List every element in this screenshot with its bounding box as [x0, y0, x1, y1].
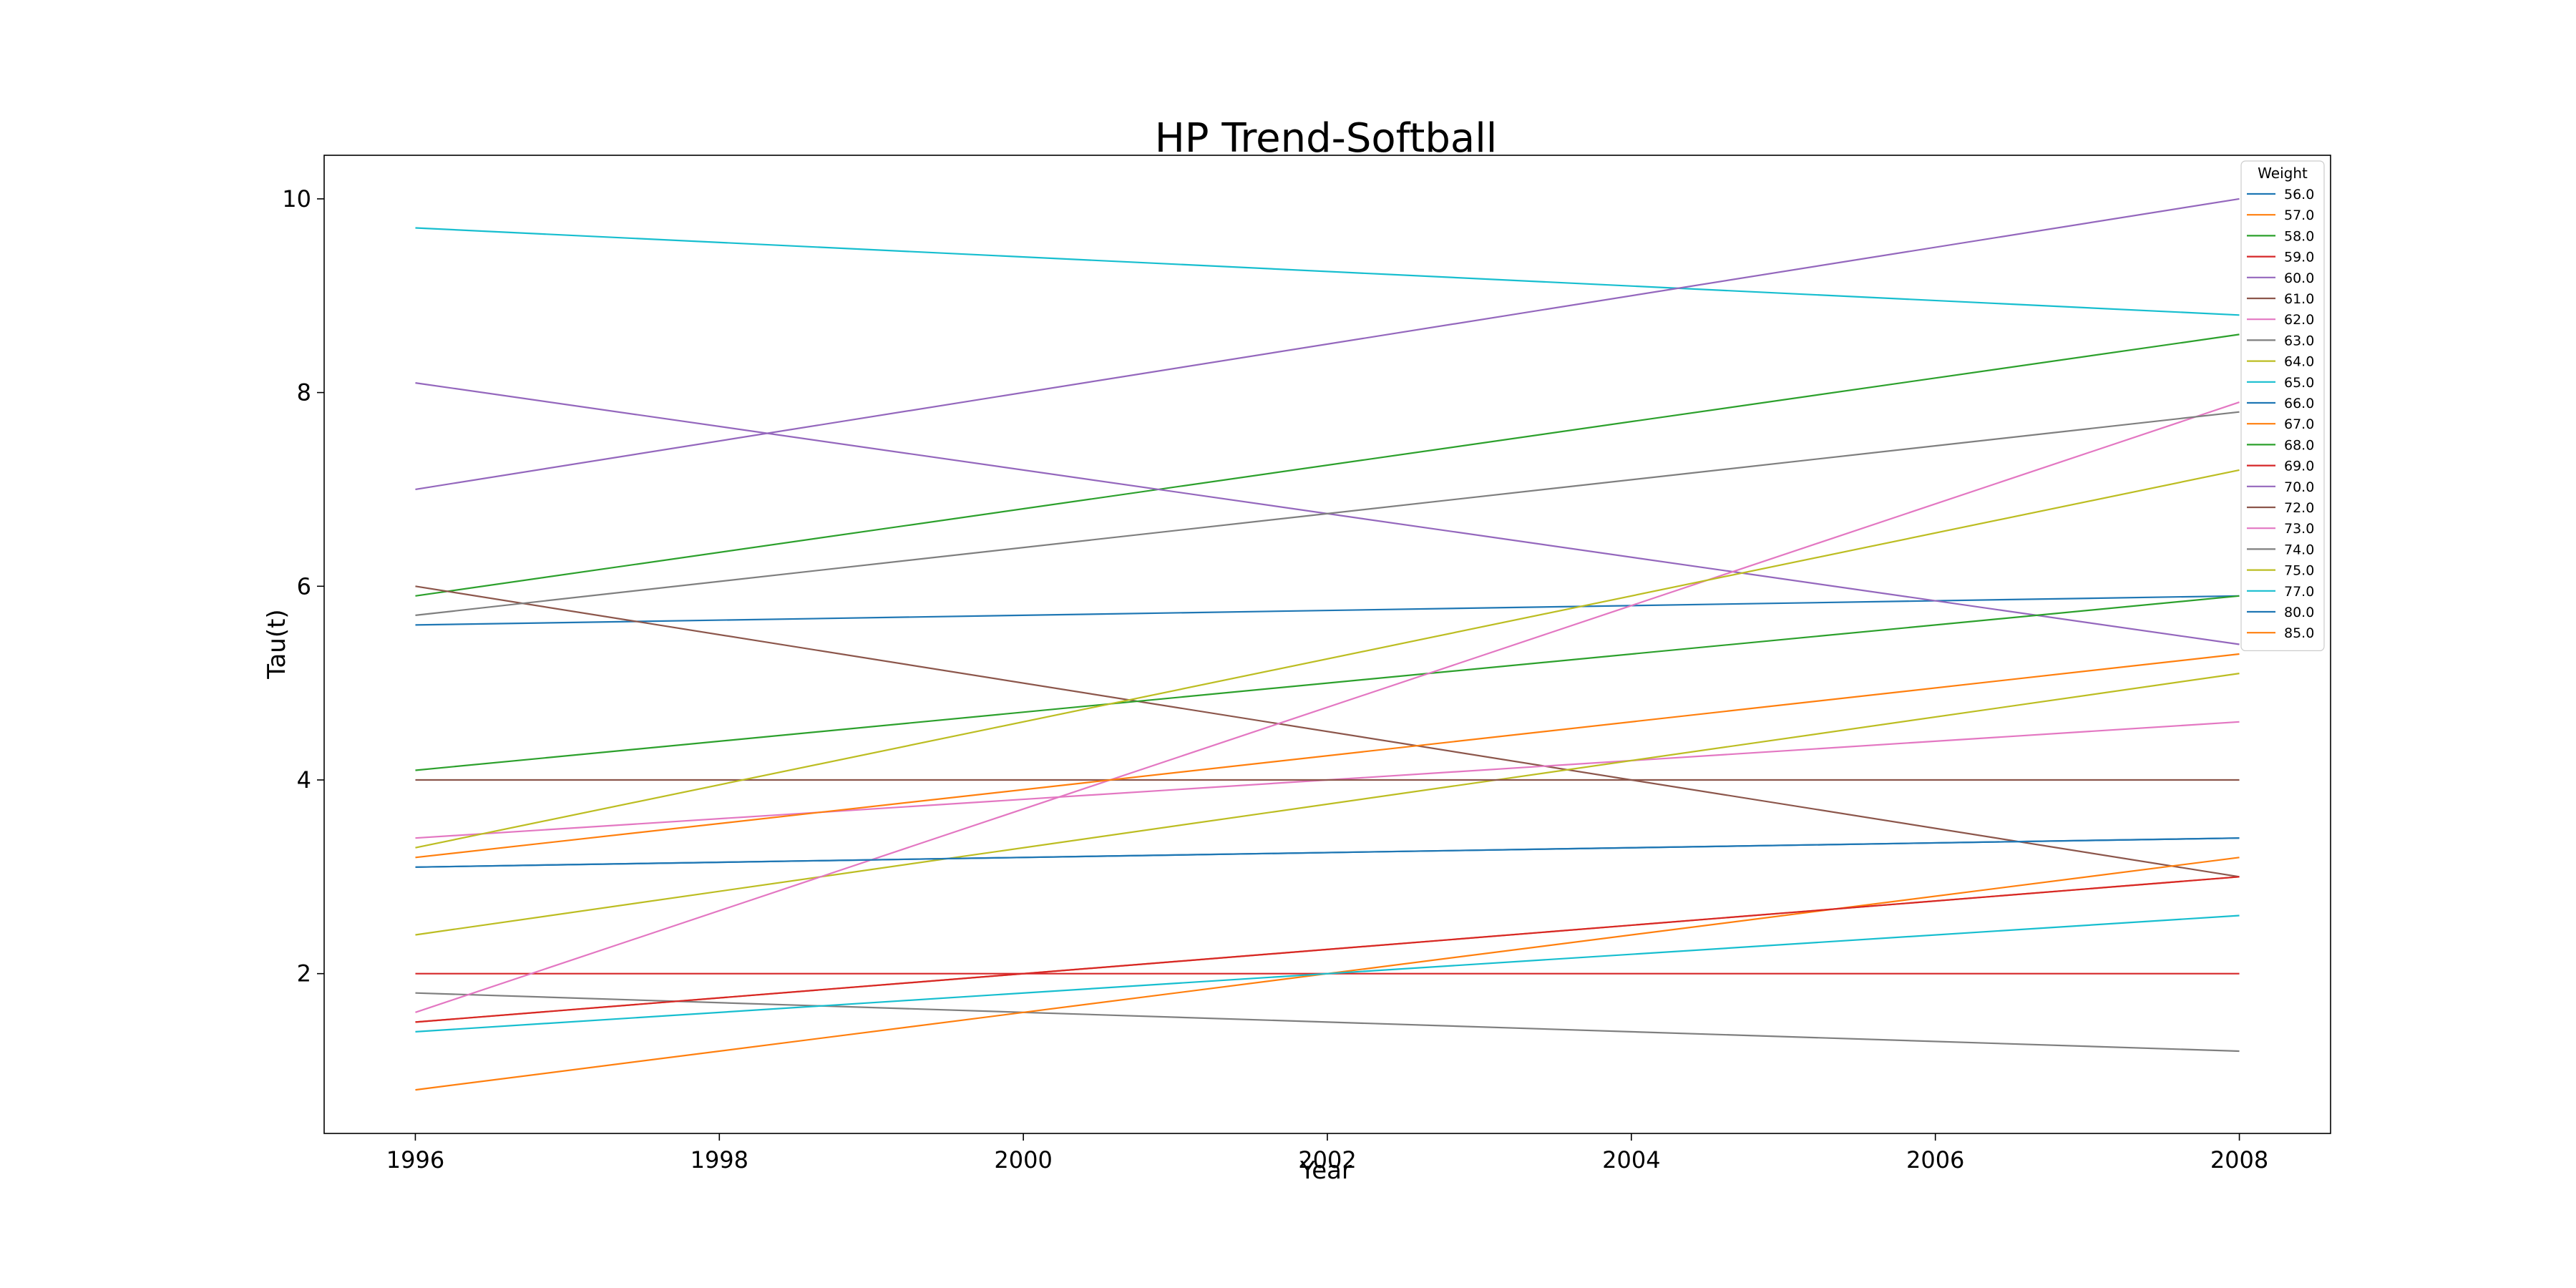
series-line-69-0	[415, 876, 2240, 1023]
x-tick-label: 1996	[386, 1146, 444, 1174]
legend-title: Weight	[2258, 165, 2308, 182]
plot-area-frame	[323, 155, 2331, 1134]
legend-label: 61.0	[2284, 291, 2314, 307]
chart-title: HP Trend-Softball	[1155, 115, 1498, 162]
x-tick-label: 1998	[691, 1146, 748, 1174]
series-line-63-0	[415, 992, 2240, 1053]
legend-label: 75.0	[2284, 563, 2314, 579]
series-line-77-0	[415, 914, 2240, 1033]
series-line-56-0	[415, 595, 2240, 626]
legend: Weight 56.0 57.0 58.0 59.0 60.0 61.0 62.0 63.0 64…	[2240, 160, 2325, 652]
legend-label: 80.0	[2284, 605, 2314, 620]
x-tick-label: 2008	[2210, 1146, 2268, 1174]
x-tick-label: 2000	[994, 1146, 1052, 1174]
y-tick-label: 8	[297, 379, 311, 406]
x-tick-label: 2004	[1602, 1146, 1660, 1174]
series-line-80-0	[415, 837, 2240, 868]
series-layer	[415, 197, 2240, 1091]
legend-label: 68.0	[2284, 437, 2314, 453]
series-line-58-0	[415, 333, 2240, 597]
series-line-73-0	[415, 401, 2240, 1013]
legend-label: 70.0	[2284, 479, 2314, 495]
legend-label: 66.0	[2284, 396, 2314, 411]
y-tick-label: 4	[297, 766, 311, 794]
legend-label: 62.0	[2284, 312, 2314, 328]
legend-label: 57.0	[2284, 208, 2314, 223]
series-line-64-0	[415, 673, 2240, 936]
legend-label: 64.0	[2284, 354, 2314, 370]
legend-label: 77.0	[2284, 584, 2314, 600]
legend-label: 69.0	[2284, 459, 2314, 474]
legend-label: 67.0	[2284, 416, 2314, 432]
x-tick-label: 2002	[1298, 1146, 1356, 1174]
legend-label: 60.0	[2284, 270, 2314, 286]
legend-label: 56.0	[2284, 187, 2314, 203]
legend-label: 59.0	[2284, 250, 2314, 265]
y-tick-label: 2	[297, 960, 311, 987]
y-tick-label: 6	[297, 572, 311, 600]
legend-label: 65.0	[2284, 375, 2314, 391]
x-tick-label: 2006	[1906, 1146, 1964, 1174]
legend-label: 85.0	[2284, 625, 2314, 641]
legend-label: 73.0	[2284, 521, 2314, 537]
y-tick-label: 10	[282, 185, 311, 213]
series-line-74-0	[415, 411, 2240, 616]
legend-label: 63.0	[2284, 333, 2314, 348]
x-axis-title: Year	[1299, 1156, 1352, 1185]
series-line-75-0	[415, 469, 2240, 849]
legend-label: 74.0	[2284, 542, 2314, 557]
series-line-61-0	[415, 585, 2240, 878]
y-axis: 2 4 6 8 10	[282, 185, 324, 987]
y-axis-title: Tau(t)	[263, 609, 291, 679]
series-line-68-0	[415, 595, 2240, 771]
series-line-70-0	[415, 197, 2240, 490]
x-axis: 1996 1998 2000 2002 2004 2006 2008	[386, 1133, 2268, 1174]
legend-label: 72.0	[2284, 500, 2314, 516]
legend-label: 58.0	[2284, 228, 2314, 244]
series-line-85-0	[415, 653, 2240, 859]
series-line-65-0	[415, 227, 2240, 316]
